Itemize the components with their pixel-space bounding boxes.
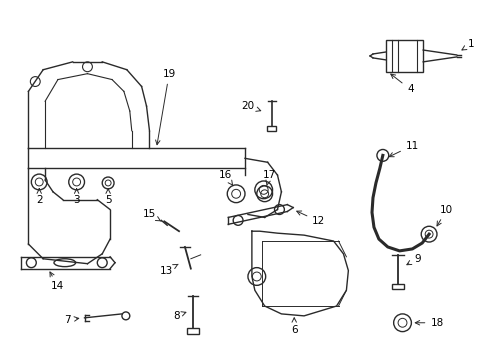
Bar: [186, 328, 198, 334]
Text: 17: 17: [263, 170, 276, 185]
Bar: [391, 284, 403, 289]
Text: 3: 3: [73, 189, 80, 205]
Text: 16: 16: [218, 170, 232, 185]
Bar: [266, 126, 276, 131]
Text: 7: 7: [64, 315, 79, 325]
Text: 2: 2: [36, 189, 42, 205]
Text: 13: 13: [159, 264, 178, 276]
Text: 20: 20: [241, 101, 260, 111]
Text: 12: 12: [296, 211, 325, 226]
Text: 9: 9: [406, 254, 420, 265]
Text: 1: 1: [461, 39, 474, 50]
Text: 4: 4: [390, 74, 413, 94]
Text: 19: 19: [155, 69, 176, 145]
Text: 8: 8: [172, 311, 185, 321]
Bar: [385, 40, 422, 72]
Text: 6: 6: [290, 318, 297, 335]
Text: 15: 15: [142, 210, 161, 221]
Text: 10: 10: [436, 204, 452, 226]
Text: 11: 11: [388, 140, 418, 157]
Text: 5: 5: [104, 189, 111, 205]
Text: 14: 14: [50, 272, 64, 291]
Text: 18: 18: [414, 318, 443, 328]
